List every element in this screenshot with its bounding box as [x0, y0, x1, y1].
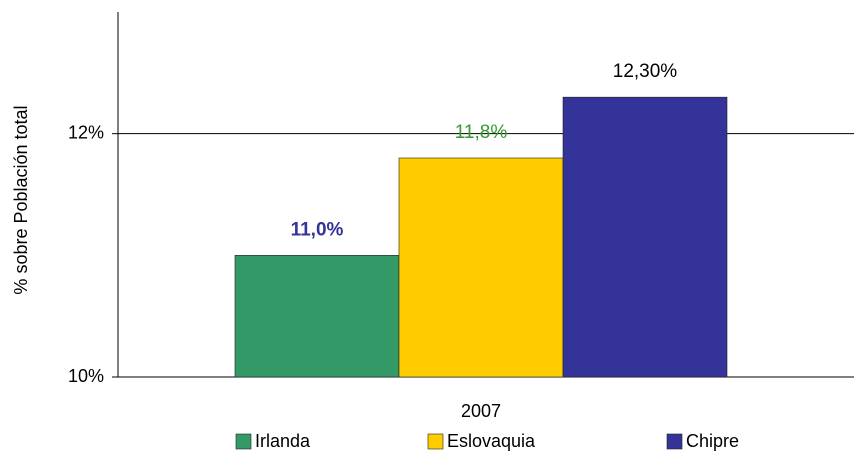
x-tick-label: 2007 — [461, 401, 501, 421]
y-tick-label: 10% — [68, 366, 104, 386]
bar — [562, 96, 728, 378]
legend-label: Eslovaquia — [447, 431, 536, 451]
value-label: 12,30% — [613, 61, 678, 82]
legend-swatch — [427, 433, 444, 450]
legend-swatch — [666, 433, 683, 450]
legend-label: Irlanda — [255, 431, 311, 451]
bar — [398, 157, 564, 378]
y-axis-label: % sobre Población total — [11, 105, 31, 294]
legend-label: Chipre — [686, 431, 739, 451]
value-label: 11,0% — [291, 219, 344, 240]
y-tick-label: 12% — [68, 122, 104, 142]
value-label: 11,8% — [455, 122, 508, 143]
bar — [234, 255, 400, 378]
legend-swatch — [235, 433, 252, 450]
